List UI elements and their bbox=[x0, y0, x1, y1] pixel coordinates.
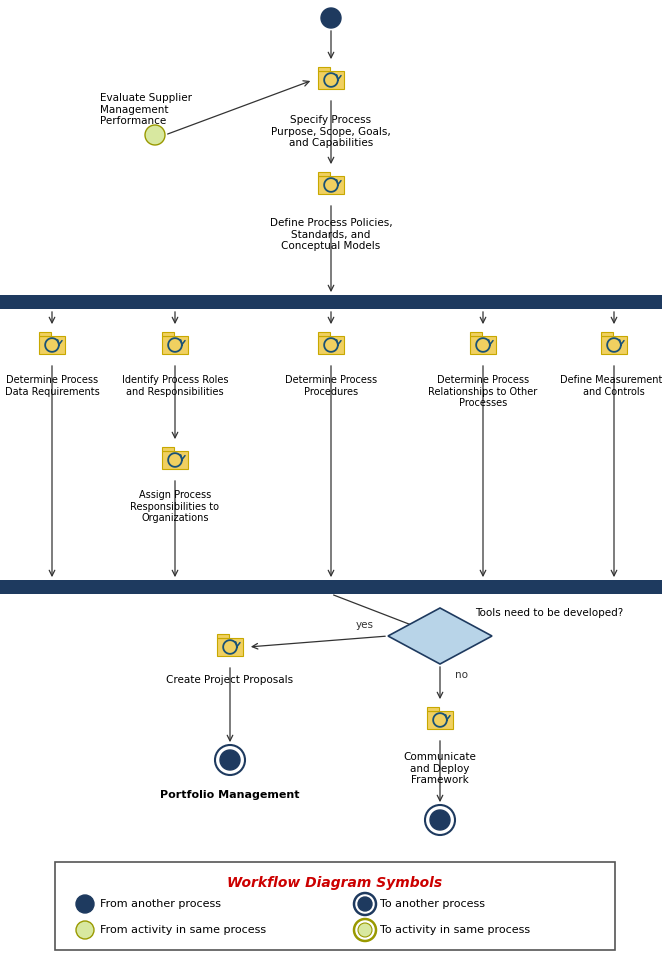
Circle shape bbox=[215, 745, 245, 775]
Polygon shape bbox=[388, 608, 492, 664]
Text: To another process: To another process bbox=[380, 899, 485, 909]
Text: Create Project Proposals: Create Project Proposals bbox=[166, 675, 293, 685]
Bar bbox=[0, 295, 662, 309]
Text: Evaluate Supplier
Management
Performance: Evaluate Supplier Management Performance bbox=[100, 93, 192, 126]
FancyBboxPatch shape bbox=[471, 336, 496, 354]
Circle shape bbox=[358, 923, 372, 937]
Text: no: no bbox=[455, 670, 468, 680]
Text: From another process: From another process bbox=[100, 899, 221, 909]
Circle shape bbox=[145, 125, 165, 145]
FancyBboxPatch shape bbox=[40, 336, 65, 354]
FancyBboxPatch shape bbox=[318, 336, 344, 354]
Circle shape bbox=[430, 810, 450, 830]
FancyBboxPatch shape bbox=[217, 634, 229, 638]
FancyBboxPatch shape bbox=[601, 333, 613, 336]
Circle shape bbox=[76, 895, 94, 913]
FancyBboxPatch shape bbox=[55, 862, 615, 950]
FancyBboxPatch shape bbox=[162, 336, 187, 354]
FancyBboxPatch shape bbox=[601, 336, 627, 354]
FancyBboxPatch shape bbox=[318, 176, 344, 194]
Text: Portfolio Management: Portfolio Management bbox=[160, 790, 300, 800]
Circle shape bbox=[354, 893, 376, 915]
FancyBboxPatch shape bbox=[217, 638, 242, 656]
Circle shape bbox=[358, 897, 372, 911]
Text: Define Measurements
and Controls: Define Measurements and Controls bbox=[560, 375, 662, 397]
Circle shape bbox=[76, 921, 94, 939]
FancyBboxPatch shape bbox=[318, 333, 330, 336]
Text: Identify Process Roles
and Responsibilities: Identify Process Roles and Responsibilit… bbox=[122, 375, 228, 397]
FancyBboxPatch shape bbox=[318, 172, 330, 176]
Text: Define Process Policies,
Standards, and
Conceptual Models: Define Process Policies, Standards, and … bbox=[269, 218, 393, 251]
Text: To activity in same process: To activity in same process bbox=[380, 925, 530, 935]
Circle shape bbox=[425, 805, 455, 835]
FancyBboxPatch shape bbox=[318, 71, 344, 89]
FancyBboxPatch shape bbox=[162, 451, 187, 469]
FancyBboxPatch shape bbox=[40, 333, 51, 336]
Text: Workflow Diagram Symbols: Workflow Diagram Symbols bbox=[228, 876, 443, 890]
Circle shape bbox=[354, 919, 376, 941]
Text: From activity in same process: From activity in same process bbox=[100, 925, 266, 935]
Text: Determine Process
Data Requirements: Determine Process Data Requirements bbox=[5, 375, 99, 397]
Circle shape bbox=[321, 8, 341, 28]
Text: Determine Process
Procedures: Determine Process Procedures bbox=[285, 375, 377, 397]
Bar bbox=[0, 580, 662, 594]
Text: Communicate
and Deploy
Framework: Communicate and Deploy Framework bbox=[404, 752, 477, 785]
Text: Specify Process
Purpose, Scope, Goals,
and Capabilities: Specify Process Purpose, Scope, Goals, a… bbox=[271, 115, 391, 148]
Text: Tools need to be developed?: Tools need to be developed? bbox=[475, 608, 623, 618]
FancyBboxPatch shape bbox=[428, 707, 439, 711]
Text: Assign Process
Responsibilities to
Organizations: Assign Process Responsibilities to Organ… bbox=[130, 490, 220, 523]
FancyBboxPatch shape bbox=[162, 333, 173, 336]
FancyBboxPatch shape bbox=[428, 711, 453, 729]
Text: Determine Process
Relationships to Other
Processes: Determine Process Relationships to Other… bbox=[428, 375, 538, 408]
FancyBboxPatch shape bbox=[471, 333, 482, 336]
FancyBboxPatch shape bbox=[318, 67, 330, 71]
Circle shape bbox=[220, 750, 240, 770]
FancyBboxPatch shape bbox=[162, 447, 173, 451]
Text: yes: yes bbox=[356, 620, 374, 630]
